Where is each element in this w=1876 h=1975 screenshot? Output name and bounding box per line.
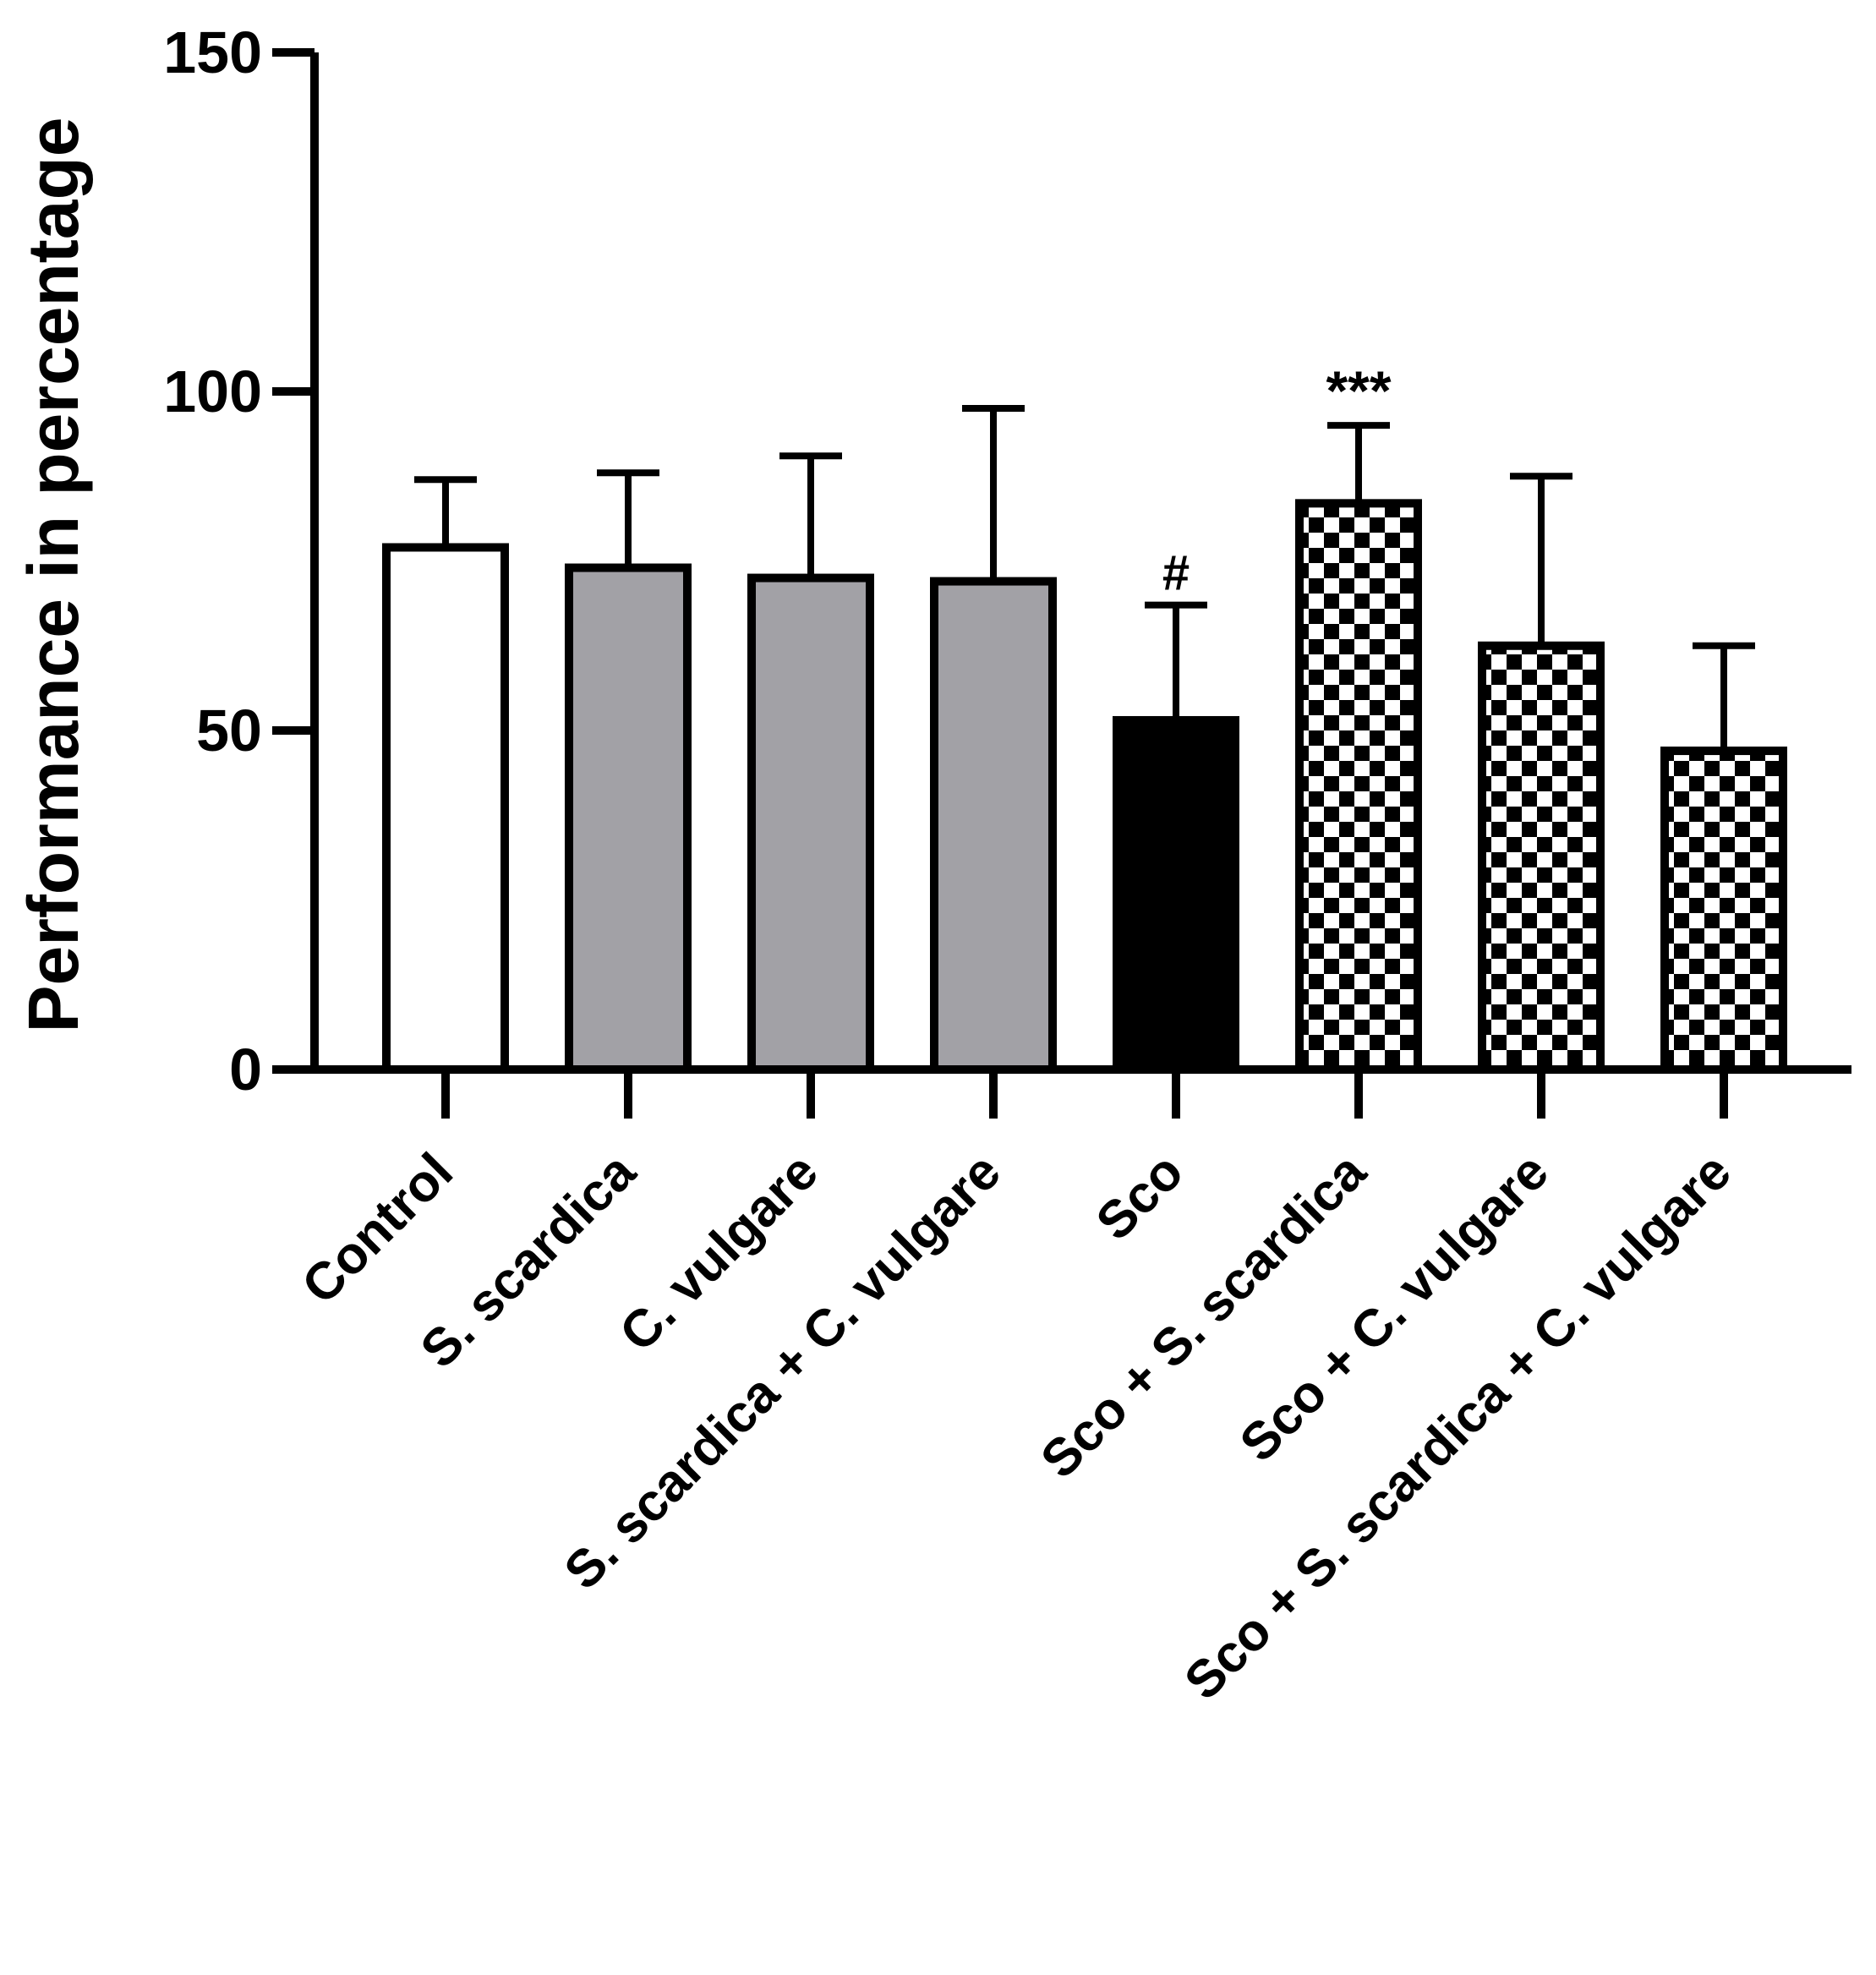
bar-3 [930,577,1057,1074]
bar-7 [1660,747,1787,1074]
x-tick-label-5: Sco + S. scardica [1030,1142,1377,1490]
y-tick-label-2: 100 [163,358,262,424]
bar-1 [565,563,692,1074]
bars-layer: # *** [382,359,1787,1074]
x-tick-label-0: Control [291,1142,464,1316]
y-axis-label: Performance in percentage [14,117,93,1032]
bar-4 [1113,715,1239,1074]
y-tick-label-3: 150 [163,19,262,85]
significance-label-4: # [1162,546,1190,601]
bar-6 [1478,641,1605,1074]
y-tick-label-0: 0 [229,1037,262,1102]
x-tick-label-4: Sco [1086,1142,1195,1251]
bar-2 [747,573,874,1074]
significance-label-5: *** [1326,359,1391,422]
bar-5 [1295,499,1422,1074]
x-tick-label-6: Sco + C. vulgare [1229,1142,1560,1473]
y-tick-label-1: 50 [196,698,262,763]
bar-0 [382,543,509,1074]
